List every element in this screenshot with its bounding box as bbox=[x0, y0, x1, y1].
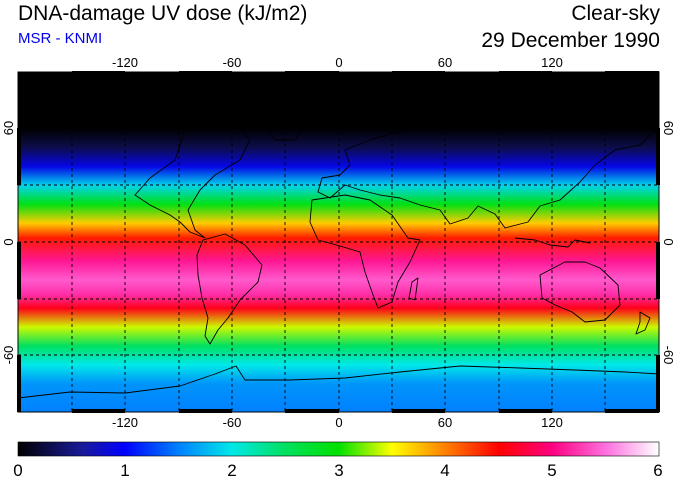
lon-label: -60 bbox=[223, 55, 242, 70]
sky-condition-label: Clear-sky bbox=[571, 2, 660, 25]
coastline-australia bbox=[539, 261, 621, 323]
frame-ticks-top bbox=[72, 71, 659, 75]
colorbar-tick-label: 2 bbox=[227, 461, 236, 480]
lat-label: 0 bbox=[1, 238, 16, 245]
lat-label: 0 bbox=[661, 238, 676, 245]
coastline-north-america bbox=[79, 91, 251, 239]
lat-label: 60 bbox=[661, 121, 676, 135]
colorbar-tick-label: 6 bbox=[653, 461, 662, 480]
coastline-south-america bbox=[196, 233, 263, 345]
map-frame bbox=[17, 71, 660, 413]
frame-ticks-left bbox=[17, 128, 21, 412]
lon-label: 60 bbox=[438, 55, 452, 70]
coastline-indonesia bbox=[514, 237, 591, 248]
coastlines bbox=[18, 91, 659, 399]
colorbar-gradient bbox=[18, 442, 659, 456]
colorbar-tick-label: 5 bbox=[547, 461, 556, 480]
lat-labels-right: 60 0 -60 bbox=[661, 121, 676, 365]
lon-labels-bottom: -120 -60 0 60 120 bbox=[112, 415, 563, 430]
lat-label: 60 bbox=[1, 121, 16, 135]
lat-labels-left: 60 0 -60 bbox=[1, 121, 16, 365]
lon-label: 120 bbox=[541, 415, 563, 430]
lat-label: -60 bbox=[661, 346, 676, 365]
lon-labels-top: -120 -60 0 60 120 bbox=[112, 55, 563, 70]
graticule bbox=[18, 72, 659, 412]
colorbar: 0 1 2 3 4 5 6 bbox=[13, 441, 663, 480]
lon-label: -120 bbox=[112, 55, 138, 70]
lon-label: -60 bbox=[223, 415, 242, 430]
coastline-antarctica bbox=[18, 365, 659, 399]
coastline-greenland bbox=[254, 91, 316, 141]
coastline-madagascar bbox=[408, 277, 419, 301]
credit-label: MSR - KNMI bbox=[18, 30, 103, 47]
lon-label: 60 bbox=[438, 415, 452, 430]
colorbar-tick-label: 1 bbox=[120, 461, 129, 480]
date-label: 29 December 1990 bbox=[481, 29, 660, 52]
lon-label: 0 bbox=[335, 55, 342, 70]
frame-ticks-right bbox=[656, 128, 660, 412]
lat-label: -60 bbox=[1, 346, 16, 365]
lon-label: 120 bbox=[541, 55, 563, 70]
lon-label: 0 bbox=[335, 415, 342, 430]
lon-label: -120 bbox=[112, 415, 138, 430]
colorbar-tick-label: 4 bbox=[440, 461, 449, 480]
coastline-europe-asia bbox=[317, 111, 656, 229]
frame-ticks-bottom bbox=[72, 409, 659, 413]
map-title: DNA-damage UV dose (kJ/m2) bbox=[18, 2, 308, 25]
colorbar-tick-label: 3 bbox=[334, 461, 343, 480]
colorbar-tick-label: 0 bbox=[13, 461, 22, 480]
coastline-new-zealand bbox=[635, 311, 651, 335]
